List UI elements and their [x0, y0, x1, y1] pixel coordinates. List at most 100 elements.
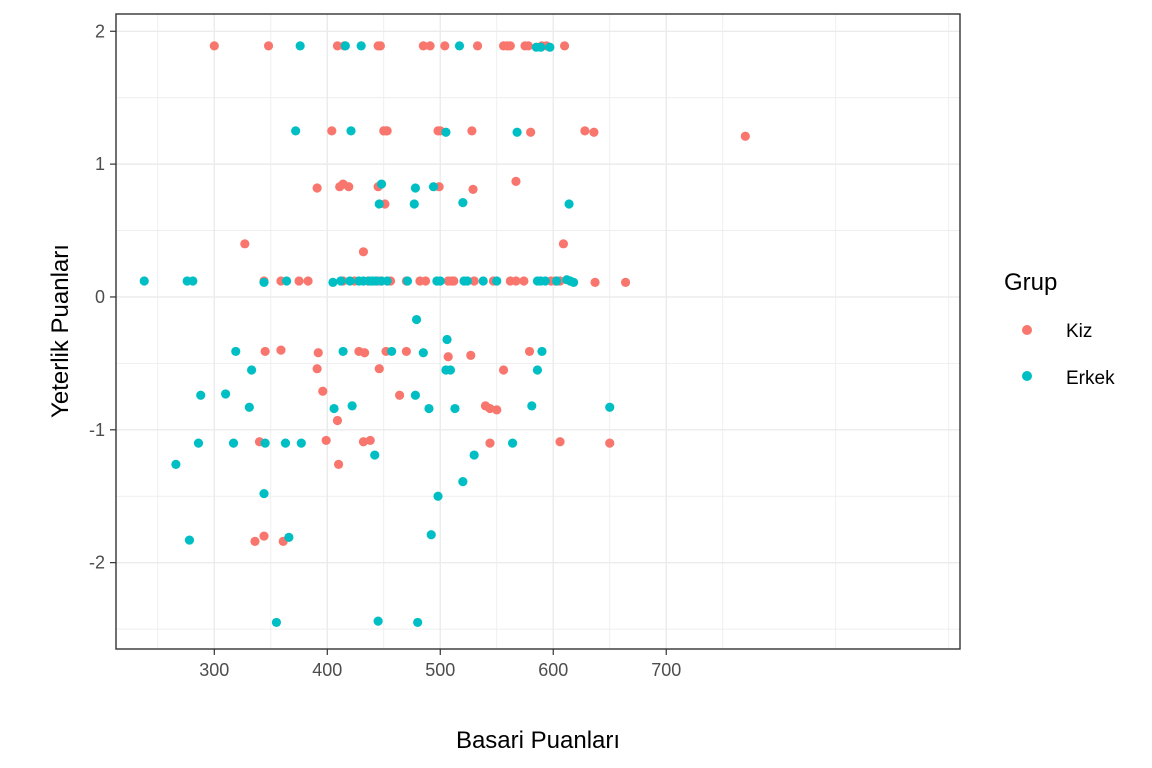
- data-point-erkek: [410, 390, 421, 400]
- legend-key-erkek: [1022, 371, 1032, 381]
- data-point-erkek: [527, 401, 537, 411]
- data-point-kiz: [312, 183, 322, 193]
- data-point-erkek: [382, 276, 392, 286]
- data-point-kiz: [580, 126, 590, 136]
- y-axis-title: Yeterlik Puanları: [47, 244, 74, 418]
- data-point-erkek: [188, 276, 198, 286]
- data-point-erkek: [605, 402, 615, 412]
- legend: Grup Kiz Erkek: [1004, 269, 1115, 389]
- data-point-kiz: [294, 276, 304, 286]
- data-point-kiz: [250, 536, 260, 546]
- data-point-erkek: [418, 348, 428, 358]
- data-point-kiz: [620, 277, 631, 287]
- y-tick-label: 2: [95, 21, 105, 41]
- data-point-erkek: [568, 277, 579, 287]
- data-point-kiz: [589, 127, 599, 137]
- data-point-erkek: [545, 42, 555, 52]
- data-point-kiz: [359, 348, 370, 358]
- plot-border: [115, 13, 961, 650]
- data-point-kiz: [740, 131, 750, 141]
- data-point-erkek: [271, 617, 282, 628]
- data-point-erkek: [280, 438, 291, 448]
- data-point-erkek: [469, 450, 479, 460]
- data-point-kiz: [511, 276, 521, 286]
- data-point-erkek: [478, 276, 488, 286]
- y-tick-label: 0: [95, 287, 105, 307]
- data-point-erkek: [370, 450, 380, 460]
- data-point-kiz: [240, 239, 250, 249]
- data-point-erkek: [296, 438, 306, 448]
- data-point-kiz: [327, 126, 337, 136]
- legend-label-kiz: Kiz: [1066, 321, 1092, 342]
- data-point-erkek: [196, 390, 206, 400]
- data-point-kiz: [333, 459, 344, 469]
- data-point-erkek: [552, 276, 562, 286]
- data-point-erkek: [284, 532, 294, 543]
- data-point-kiz: [590, 277, 600, 287]
- legend-key-kiz: [1022, 325, 1032, 335]
- data-point-kiz: [440, 41, 450, 51]
- data-point-erkek: [336, 276, 346, 286]
- data-point-kiz: [401, 346, 411, 357]
- data-point-erkek: [411, 314, 422, 325]
- data-point-erkek: [428, 182, 439, 192]
- legend-label-erkek: Erkek: [1066, 368, 1115, 389]
- plot-background: [116, 14, 960, 649]
- data-point-kiz: [425, 41, 435, 51]
- data-point-kiz: [276, 345, 286, 355]
- data-point-erkek: [410, 183, 421, 193]
- data-point-erkek: [338, 346, 348, 357]
- data-point-erkek: [345, 276, 355, 286]
- data-point-kiz: [492, 405, 502, 415]
- data-point-kiz: [559, 41, 570, 51]
- x-tick-label: 500: [425, 660, 455, 680]
- x-tick-label: 300: [199, 660, 229, 680]
- data-point-erkek: [450, 403, 460, 414]
- data-point-erkek: [193, 438, 204, 448]
- data-point-erkek: [374, 199, 384, 209]
- data-point-erkek: [228, 438, 239, 448]
- x-tick-label: 700: [651, 660, 681, 680]
- data-point-erkek: [424, 403, 434, 414]
- data-point-kiz: [382, 126, 392, 136]
- data-point-kiz: [358, 247, 369, 257]
- data-point-erkek: [244, 402, 254, 412]
- data-point-kiz: [321, 435, 331, 446]
- data-point-erkek: [537, 346, 547, 357]
- data-point-kiz: [209, 41, 219, 51]
- data-point-kiz: [263, 41, 274, 51]
- data-point-erkek: [259, 488, 269, 499]
- grid-major: [116, 14, 960, 649]
- data-point-erkek: [454, 41, 465, 51]
- data-point-erkek: [295, 41, 305, 51]
- data-point-kiz: [374, 364, 384, 374]
- data-point-kiz: [375, 41, 385, 51]
- data-point-kiz: [469, 276, 479, 286]
- data-point-erkek: [426, 530, 436, 540]
- data-point-erkek: [246, 365, 257, 375]
- data-point-kiz: [259, 531, 269, 541]
- data-point-erkek: [536, 42, 546, 52]
- data-point-kiz: [420, 276, 431, 286]
- grid-minor: [116, 14, 960, 649]
- data-point-erkek: [291, 126, 301, 136]
- data-point-kiz: [485, 438, 495, 448]
- data-point-kiz: [523, 41, 533, 51]
- y-tick-label: 1: [95, 154, 105, 174]
- data-point-erkek: [462, 276, 472, 286]
- data-point-erkek: [282, 276, 292, 286]
- data-point-erkek: [409, 199, 419, 209]
- data-point-kiz: [526, 127, 536, 137]
- data-point-erkek: [532, 365, 543, 375]
- data-point-erkek: [441, 127, 451, 137]
- data-points: [139, 41, 750, 628]
- data-point-kiz: [344, 182, 354, 192]
- legend-title: Grup: [1004, 269, 1057, 296]
- x-tick-label: 400: [312, 660, 342, 680]
- data-point-kiz: [466, 350, 476, 361]
- data-point-kiz: [519, 276, 529, 286]
- data-point-kiz: [498, 365, 509, 375]
- data-point-kiz: [555, 437, 565, 447]
- data-point-erkek: [458, 198, 468, 208]
